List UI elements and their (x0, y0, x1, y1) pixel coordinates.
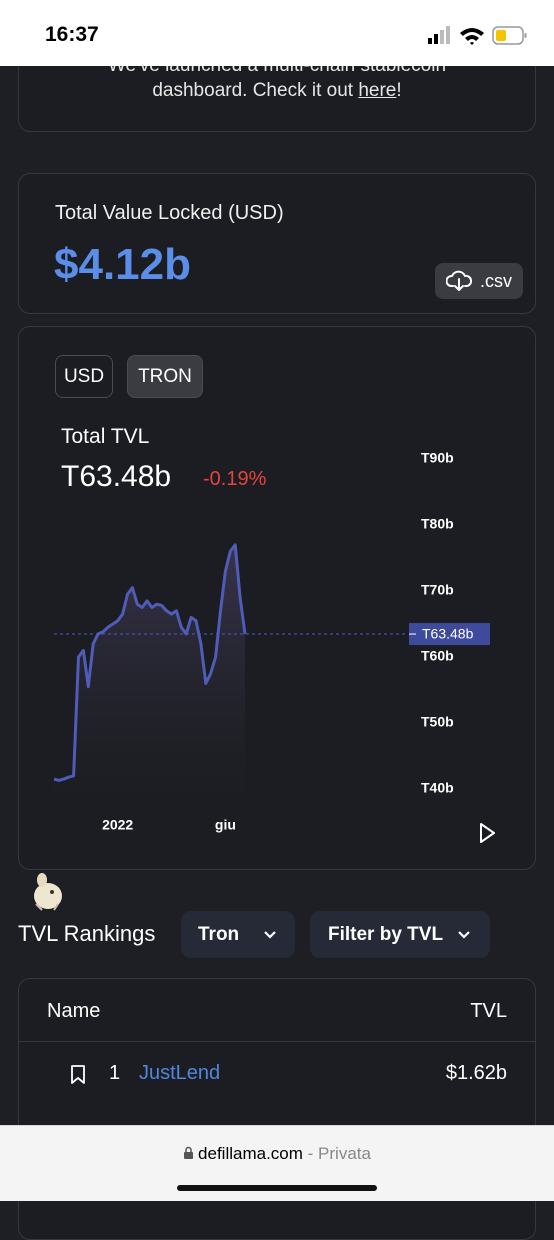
tvl-chart: T90b T80b T70b T60b T50b T40b 2022 giu T63.48b (53, 450, 490, 833)
tvl-value: $4.12b (54, 240, 191, 289)
current-label: T63.48b (422, 626, 474, 642)
chart-label: Total TVL (61, 425, 150, 448)
divider (19, 1041, 535, 1042)
tvl-line (53, 543, 247, 782)
home-indicator (177, 1185, 377, 1191)
header-tvl: TVL (470, 1000, 507, 1022)
status-bar: 16:37 (0, 0, 554, 66)
usd-button[interactable]: USD (55, 355, 113, 398)
row-tvl: $1.62b (445, 1062, 507, 1084)
lock-icon (184, 1146, 194, 1159)
y-tick-label: T50b (421, 714, 454, 730)
y-tick-label: T80b (421, 516, 454, 532)
chain-filter-label: Tron (198, 923, 240, 945)
header-name: Name (47, 1000, 101, 1022)
y-tick-label: T70b (421, 582, 454, 598)
y-tick-label: T60b (421, 648, 454, 664)
chart-value: T63.48b (61, 460, 172, 493)
area-fill (54, 544, 245, 806)
row-rank: 1 (109, 1062, 121, 1084)
mascot-icon (34, 873, 62, 911)
status-time: 16:37 (45, 23, 99, 46)
chevron (264, 930, 276, 939)
sort-filter[interactable]: Filter by TVL (310, 911, 490, 958)
x-tick-label: 2022 (102, 817, 133, 833)
domain: defillama.com (198, 1144, 303, 1163)
browsing-mode: Privata (318, 1144, 371, 1163)
download-icon (445, 270, 472, 291)
sort-filter-label: Filter by TVL (328, 923, 444, 945)
banner-link[interactable]: here (358, 80, 397, 101)
row-protocol[interactable]: JustLend (139, 1062, 221, 1084)
csv-button[interactable]: .csv (435, 263, 523, 299)
browser-bar: defillama.com - Privata (0, 1125, 554, 1201)
tvl-card: Total Value Locked (USD) $4.12b .csv (18, 173, 536, 314)
status-icons (428, 26, 527, 45)
address[interactable]: defillama.com - Privata (0, 1144, 554, 1164)
chart-change: -0.19% (203, 468, 267, 490)
play-button[interactable] (476, 821, 498, 845)
y-tick-label: T40b (421, 780, 454, 796)
chain-filter[interactable]: Tron (181, 911, 295, 958)
y-tick-label: T90b (421, 450, 454, 466)
rankings-title: TVL Rankings (18, 921, 156, 946)
csv-label: .csv (479, 270, 512, 291)
banner-end: ! (396, 80, 402, 101)
x-tick-label: giu (215, 817, 236, 833)
current-badge (409, 623, 490, 646)
tron-button[interactable]: TRON (127, 355, 203, 398)
tvl-title: Total Value Locked (USD) (55, 202, 284, 224)
separator: - (307, 1144, 314, 1163)
chevron (458, 930, 470, 939)
bookmark-icon[interactable] (69, 1064, 87, 1086)
